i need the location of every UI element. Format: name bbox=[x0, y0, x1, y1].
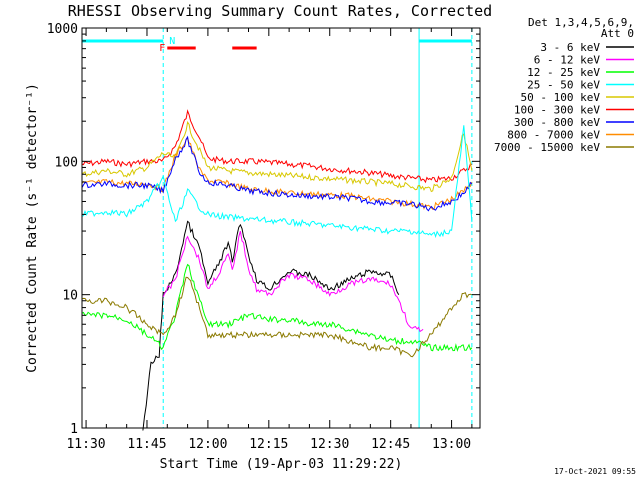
x-tick-label-4: 12:30 bbox=[310, 437, 349, 452]
y-tick-label-0: 1 bbox=[70, 422, 78, 437]
flare-flag-label: F bbox=[159, 43, 165, 54]
y-tick-label-2: 100 bbox=[55, 155, 78, 170]
legend-label-0: 3 - 6 keV bbox=[540, 41, 600, 54]
series-line-3 bbox=[81, 135, 473, 212]
series-line-7 bbox=[81, 263, 473, 352]
x-tick-label-1: 11:45 bbox=[127, 437, 166, 452]
legend-label-1: 6 - 12 keV bbox=[534, 54, 601, 67]
x-tick-label-5: 12:45 bbox=[371, 437, 410, 452]
series-line-8 bbox=[81, 276, 473, 358]
series-line-1 bbox=[81, 120, 473, 193]
series-line-6 bbox=[162, 231, 424, 333]
series-line-5 bbox=[142, 220, 400, 431]
legend-label-7: 800 - 7000 keV bbox=[507, 129, 600, 142]
legend-label-8: 7000 - 15000 keV bbox=[494, 141, 600, 154]
legend-label-2: 12 - 25 keV bbox=[527, 66, 600, 79]
x-tick-label-6: 13:00 bbox=[432, 437, 471, 452]
legend-label-3: 25 - 50 keV bbox=[527, 79, 600, 92]
plot-frame bbox=[81, 27, 481, 429]
y-tick-label-3: 1000 bbox=[47, 22, 78, 37]
series-line-2 bbox=[81, 137, 473, 211]
x-tick-label-2: 12:00 bbox=[188, 437, 227, 452]
legend-label-6: 300 - 800 keV bbox=[514, 116, 600, 129]
night-flag-label: N bbox=[169, 36, 175, 47]
y-tick-label-1: 10 bbox=[62, 289, 78, 304]
legend-header-1: Att 0 bbox=[601, 27, 634, 40]
x-tick-label-0: 11:30 bbox=[66, 437, 105, 452]
x-tick-label-3: 12:15 bbox=[249, 437, 288, 452]
legend-label-4: 50 - 100 keV bbox=[521, 91, 601, 104]
y-axis-label: Corrected Count Rate (s⁻¹ detector⁻¹) bbox=[25, 83, 40, 373]
series-line-4 bbox=[81, 125, 473, 239]
legend-label-5: 100 - 300 keV bbox=[514, 104, 600, 117]
footer-timestamp: 17-Oct-2021 09:55 bbox=[554, 467, 636, 476]
x-axis-label: Start Time (19-Apr-03 11:29:22) bbox=[160, 457, 403, 472]
chart-title: RHESSI Observing Summary Count Rates, Co… bbox=[68, 2, 492, 20]
series-line-0 bbox=[81, 109, 472, 184]
legend-header-0: Det 1,3,4,5,6,9, bbox=[528, 16, 634, 29]
